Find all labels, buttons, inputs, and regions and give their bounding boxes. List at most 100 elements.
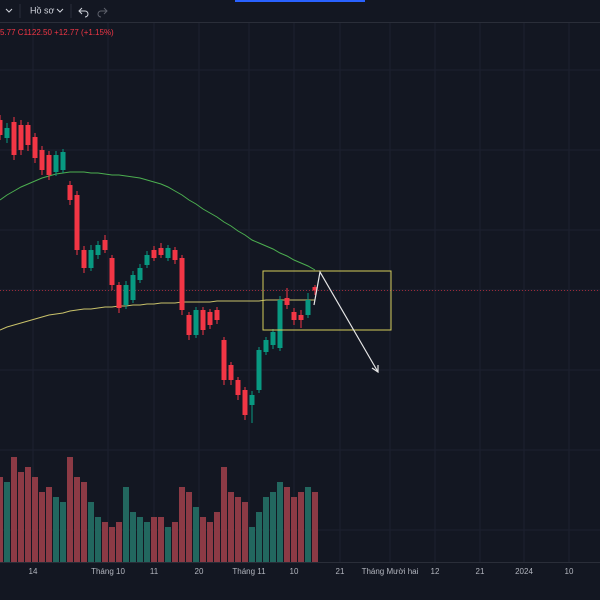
volume-bar [305, 487, 311, 562]
volume-bar [235, 497, 241, 562]
volume-bar [81, 482, 87, 562]
candle-body [53, 155, 59, 172]
profile-button[interactable]: Hồ sơ [30, 5, 55, 15]
volume-bar [151, 517, 157, 562]
candle-body [235, 380, 241, 395]
x-tick-label: 12 [431, 567, 440, 576]
dropdown-icon[interactable] [5, 8, 13, 13]
volume-bar [291, 497, 297, 562]
volume-bar [214, 512, 220, 562]
candle-body [158, 248, 164, 255]
x-tick-label: Tháng Mười hai [362, 567, 419, 576]
volume-bar [67, 457, 73, 562]
volume-bar [186, 492, 192, 562]
profile-dropdown[interactable] [56, 8, 64, 13]
volume-bar [158, 517, 164, 562]
candle-body [0, 120, 3, 135]
candle-body [291, 312, 297, 320]
volume-bar [144, 522, 150, 562]
volume-bar [4, 482, 10, 562]
volume-bar [207, 522, 213, 562]
volume-bar [200, 517, 206, 562]
volume-bar [165, 527, 171, 562]
redo-button[interactable] [97, 7, 108, 18]
volume-bar [60, 502, 66, 562]
box-annotation [262, 270, 392, 331]
volume-bar [298, 492, 304, 562]
toolbar [0, 0, 600, 22]
candle-body [39, 150, 45, 170]
candle-body [221, 340, 227, 380]
candle-body [193, 310, 199, 335]
volume-bar [39, 492, 45, 562]
candle-body [18, 125, 24, 150]
x-tick-label: 20 [195, 567, 204, 576]
x-tick-label: 21 [476, 567, 485, 576]
candle-body [32, 137, 38, 158]
x-tick-label: 10 [565, 567, 574, 576]
volume-bar [249, 527, 255, 562]
candle-body [172, 250, 178, 260]
candle-body [312, 287, 318, 291]
candle-body [179, 258, 185, 310]
candle-body [249, 395, 255, 405]
x-tick-label: 10 [290, 567, 299, 576]
volume-bar [95, 517, 101, 562]
candle-body [256, 350, 262, 390]
candle-body [305, 300, 311, 315]
volume-bar [18, 472, 24, 562]
moving-average [0, 171, 316, 271]
candle-body [46, 155, 52, 175]
candle-body [284, 298, 290, 305]
volume-bar [74, 477, 80, 562]
volume-bar [179, 487, 185, 562]
candle-body [74, 195, 80, 250]
volume-bar [228, 492, 234, 562]
candle-body [200, 310, 206, 330]
candle-body [214, 310, 220, 320]
candle-body [298, 315, 304, 320]
volume-bar [102, 522, 108, 562]
grid [0, 23, 600, 562]
candle-body [186, 315, 192, 335]
volume-bar [32, 477, 38, 562]
candle-body [144, 255, 150, 265]
x-tick-label: 2024 [515, 567, 533, 576]
candle-body [4, 128, 10, 138]
volume-bar [270, 492, 276, 562]
candle-body [263, 340, 269, 352]
volume-bar [53, 497, 59, 562]
volume-bar [123, 487, 129, 562]
volume-bar [116, 522, 122, 562]
active-tab [235, 0, 365, 2]
candle-body [277, 300, 283, 348]
arrow-annotation [313, 270, 379, 373]
volume-bar [109, 527, 115, 562]
volume-bar [0, 477, 3, 562]
volume-bar [256, 512, 262, 562]
volume-bar [277, 482, 283, 562]
candle-body [67, 185, 73, 200]
x-tick-label: 14 [29, 567, 38, 576]
undo-button[interactable] [78, 7, 89, 18]
volume-bar [284, 487, 290, 562]
ohlc-legend: 5.77 C1122.50 +12.77 (+1.15%) [0, 28, 114, 37]
candle-body [151, 250, 157, 258]
volume-bar [242, 502, 248, 562]
candle-body [25, 125, 31, 145]
candle-body [116, 285, 122, 308]
plot [0, 115, 600, 562]
candle-body [242, 390, 248, 415]
x-tick-label: 21 [336, 567, 345, 576]
x-tick-label: Tháng 11 [232, 567, 266, 576]
volume-bar [88, 502, 94, 562]
volume-bar [46, 487, 52, 562]
candle-body [109, 258, 115, 285]
arrow-head [371, 365, 379, 374]
volume-bar [25, 467, 31, 562]
candle-body [11, 122, 17, 155]
candle-body [123, 285, 129, 305]
candle-body [165, 248, 171, 258]
